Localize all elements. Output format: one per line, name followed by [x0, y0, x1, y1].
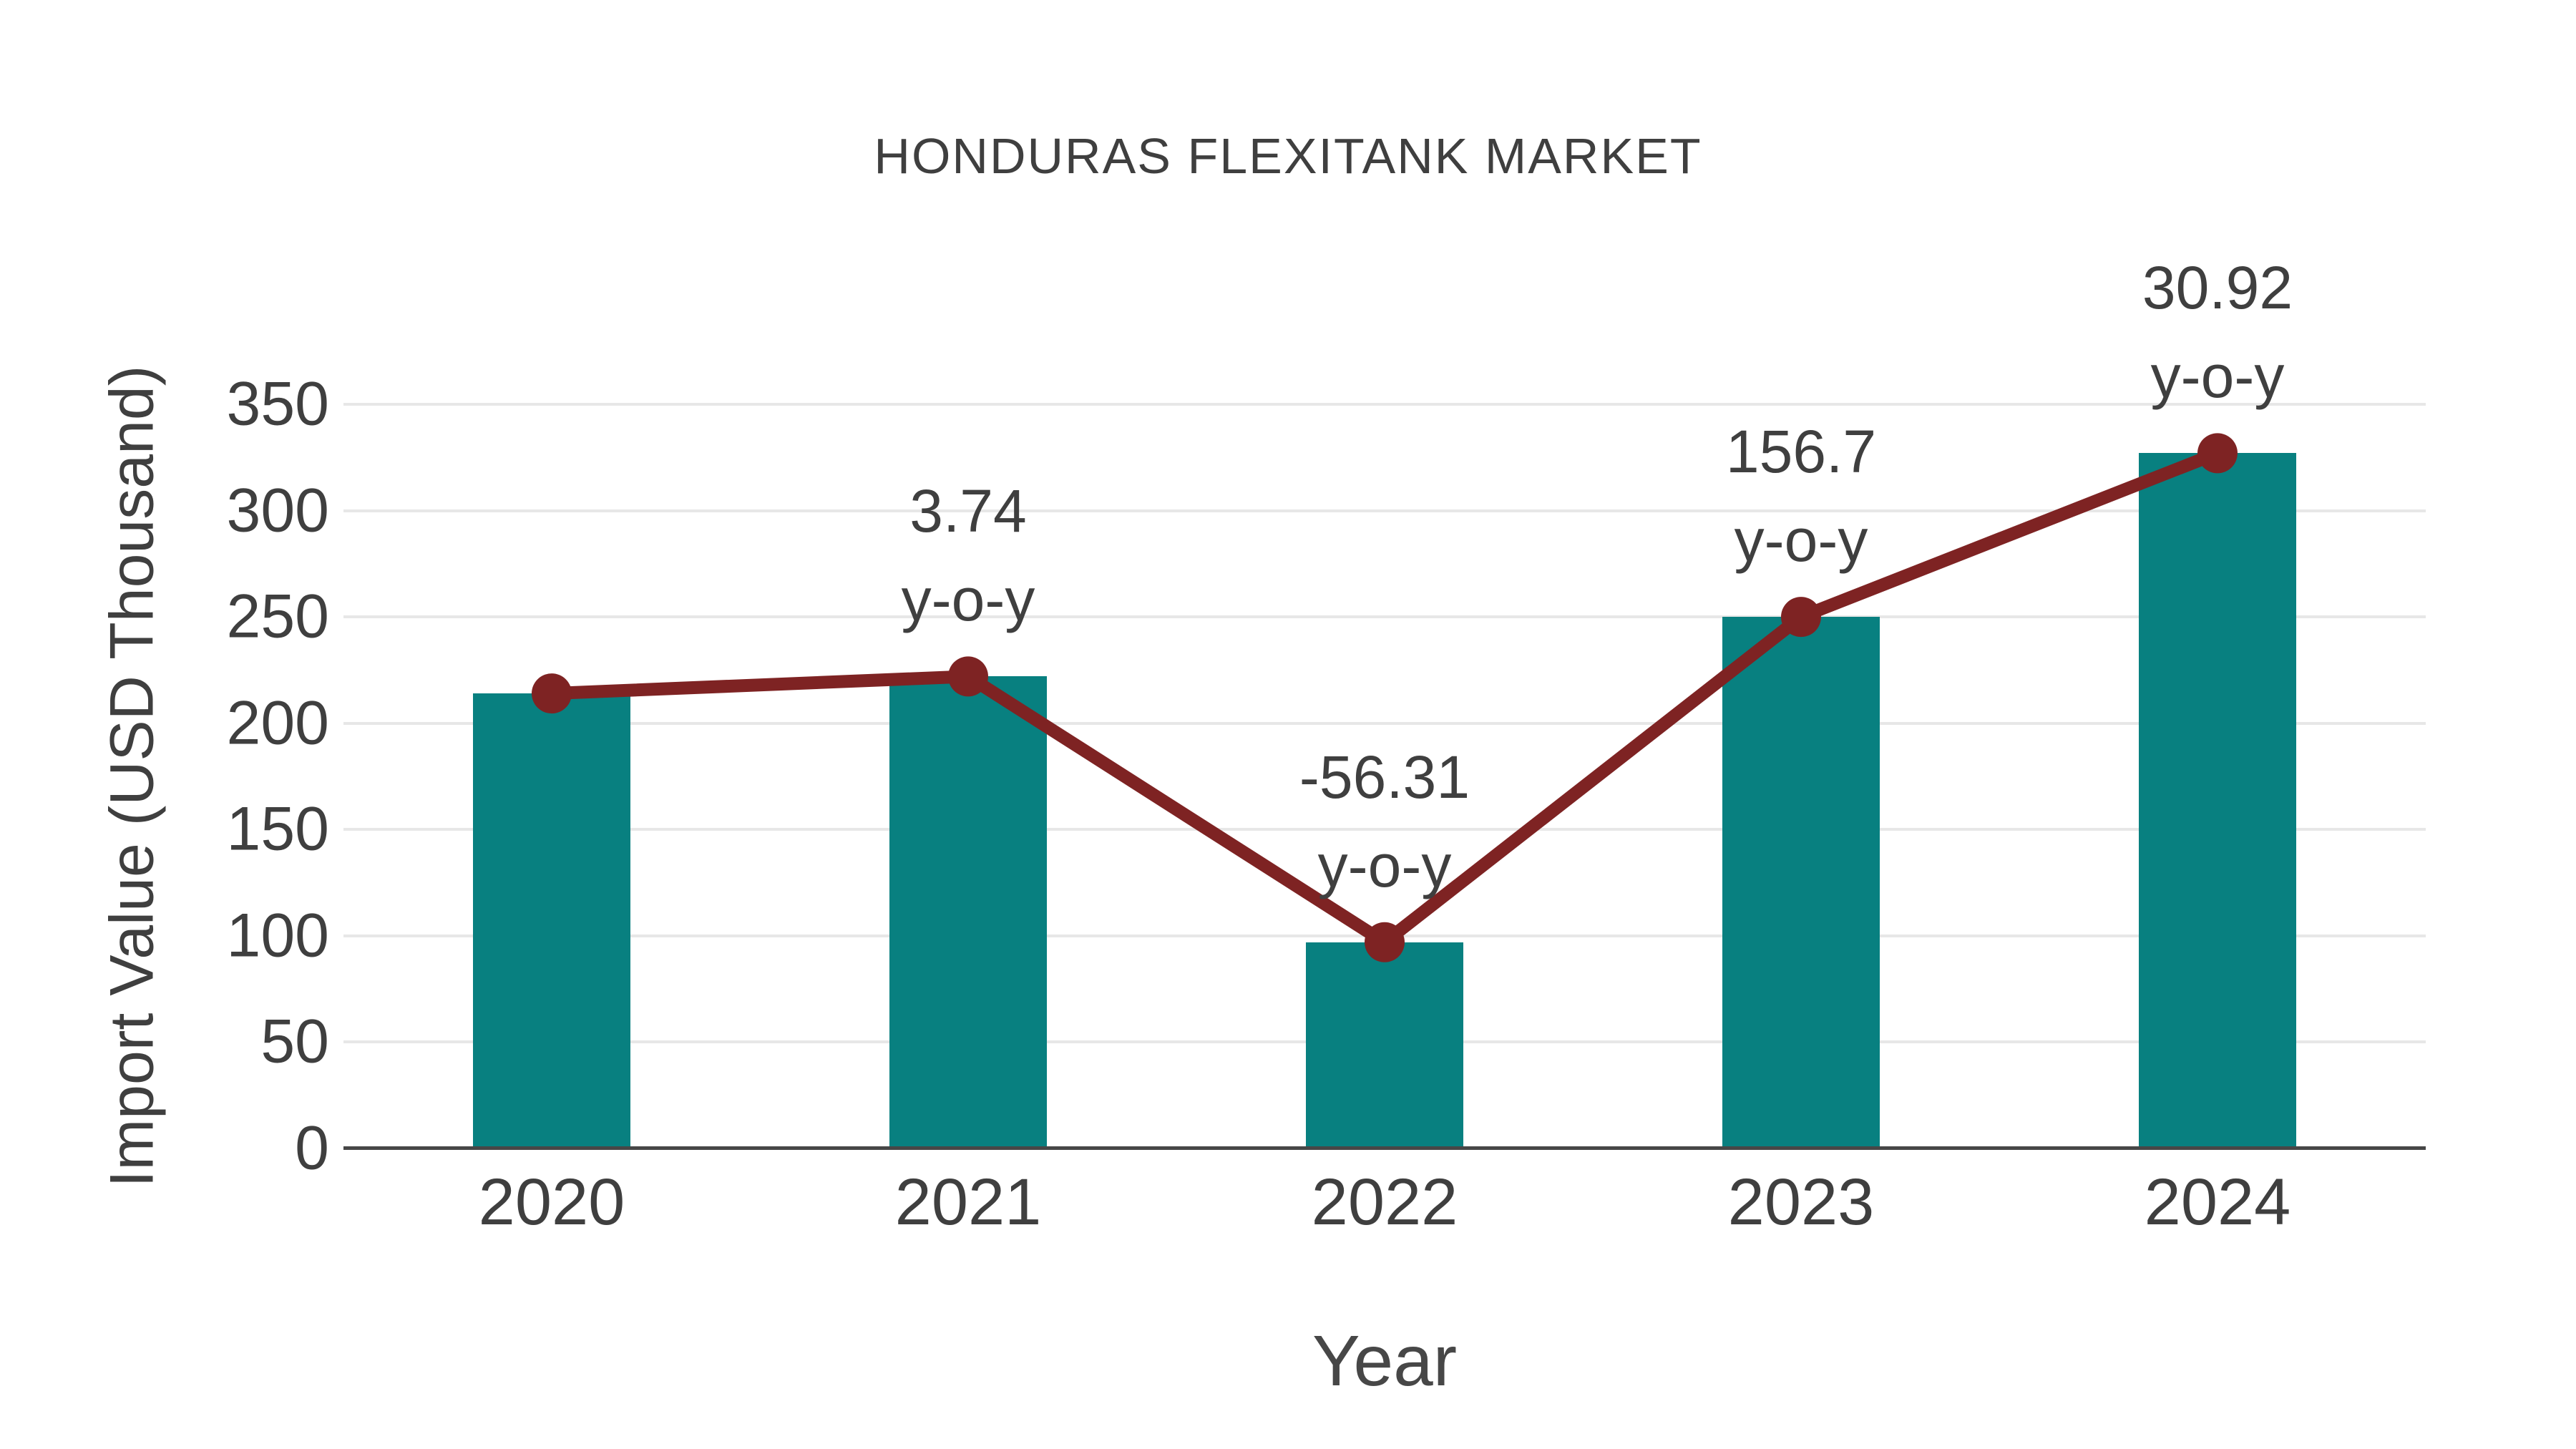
- y-tick-label: 250: [226, 582, 330, 651]
- bar-2020: [473, 693, 630, 1148]
- x-tick-label: 2022: [1311, 1166, 1458, 1239]
- annotation-suffix: y-o-y: [2150, 343, 2285, 411]
- x-tick-label: 2020: [478, 1166, 625, 1239]
- bar-2021: [889, 676, 1047, 1148]
- line-series: [532, 433, 2238, 962]
- x-axis-line: [343, 1146, 2426, 1150]
- annotation-2023: 156.7 y-o-y: [1726, 407, 1876, 585]
- data-point-marker-2020: [532, 673, 572, 714]
- y-tick-label: 0: [295, 1113, 329, 1183]
- y-tick-label: 200: [226, 688, 330, 758]
- x-axis-title: Year: [1312, 1321, 1458, 1401]
- y-tick-label: 50: [260, 1007, 329, 1076]
- data-point-marker-2022: [1365, 922, 1405, 962]
- chart-title: HONDURAS FLEXITANK MARKET: [874, 128, 1702, 184]
- x-tick-label: 2023: [1727, 1166, 1875, 1239]
- bar-2024: [2139, 453, 2296, 1148]
- annotation-value: 3.74: [909, 477, 1027, 545]
- annotation-suffix: y-o-y: [1317, 831, 1452, 899]
- y-tick-label: 350: [226, 369, 330, 439]
- annotation-value: 30.92: [2142, 254, 2293, 322]
- y-tick-label: 300: [226, 476, 330, 545]
- gridline: [343, 509, 2426, 512]
- data-point-marker-2024: [2197, 433, 2238, 474]
- plot-area: 3.74 y-o-y -56.31 y-o-y 156.7 y-o-y 30.92 y-o-y: [343, 254, 2426, 1150]
- y-tick-label: 100: [226, 901, 330, 970]
- gridline: [343, 403, 2426, 406]
- annotation-2024: 30.92 y-o-y: [2142, 243, 2293, 421]
- annotation-2022: -56.31 y-o-y: [1299, 733, 1470, 910]
- y-axis-title: Import Value (USD Thousand): [97, 365, 167, 1188]
- data-point-marker-2021: [948, 656, 988, 697]
- y-tick-label: 150: [226, 794, 330, 864]
- bar-2023: [1722, 617, 1880, 1148]
- gridline: [343, 828, 2426, 831]
- annotation-value: 156.7: [1725, 418, 1877, 486]
- x-tick-label: 2024: [2144, 1166, 2291, 1239]
- annotation-value: -56.31: [1299, 743, 1470, 811]
- annotation-suffix: y-o-y: [1734, 507, 1868, 575]
- gridline: [343, 615, 2426, 619]
- x-tick-label: 2021: [894, 1166, 1042, 1239]
- annotation-2021: 3.74 y-o-y: [902, 467, 1035, 644]
- gridline: [343, 721, 2426, 725]
- annotation-suffix: y-o-y: [901, 566, 1035, 634]
- data-point-marker-2023: [1781, 597, 1821, 638]
- bar-2022: [1306, 942, 1463, 1148]
